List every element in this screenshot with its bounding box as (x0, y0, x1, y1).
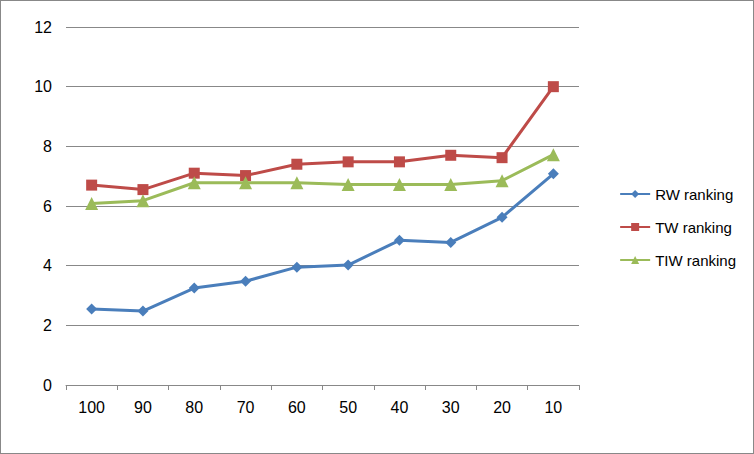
svg-text:40: 40 (391, 399, 409, 416)
svg-text:10: 10 (544, 399, 562, 416)
svg-text:90: 90 (134, 399, 152, 416)
svg-text:30: 30 (442, 399, 460, 416)
svg-text:4: 4 (43, 257, 52, 274)
svg-text:20: 20 (493, 399, 511, 416)
svg-text:6: 6 (43, 198, 52, 215)
svg-text:70: 70 (237, 399, 255, 416)
svg-text:50: 50 (339, 399, 357, 416)
svg-text:TW ranking: TW ranking (655, 219, 732, 236)
svg-text:12: 12 (34, 19, 52, 36)
svg-text:TIW ranking: TIW ranking (655, 252, 736, 269)
svg-text:80: 80 (185, 399, 203, 416)
svg-text:RW ranking: RW ranking (655, 186, 733, 203)
svg-text:2: 2 (43, 317, 52, 334)
svg-text:0: 0 (43, 377, 52, 394)
svg-text:100: 100 (78, 399, 105, 416)
svg-text:8: 8 (43, 138, 52, 155)
svg-text:10: 10 (34, 78, 52, 95)
svg-text:60: 60 (288, 399, 306, 416)
